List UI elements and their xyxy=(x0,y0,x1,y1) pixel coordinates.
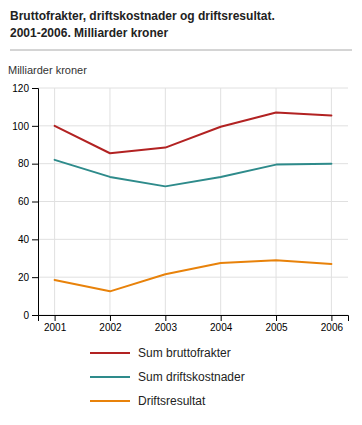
legend-label: Sum bruttofrakter xyxy=(138,346,231,360)
x-axis-tick-mark xyxy=(55,315,56,321)
grid-line-y xyxy=(38,88,348,89)
y-axis-tick-label: 20 xyxy=(18,272,30,283)
x-axis-domain xyxy=(39,316,349,322)
y-axis-tick: 20 xyxy=(18,272,38,283)
grid-line-y xyxy=(38,239,348,240)
grid xyxy=(38,88,348,315)
subtitle: 2001-2006. Milliarder kroner xyxy=(10,26,168,40)
y-axis-tick: 120 xyxy=(12,83,38,94)
y-axis-tick-mark xyxy=(32,126,38,127)
y-axis-tick-mark xyxy=(32,88,38,89)
separator xyxy=(10,50,352,51)
y-axis: 0 20 40 60 80 100 120 xyxy=(12,83,38,321)
y-axis-tick: 0 xyxy=(23,310,38,321)
x-axis-tick: 2005 xyxy=(265,315,288,333)
grid-line-x xyxy=(165,88,166,315)
x-axis-tick: 2003 xyxy=(155,315,178,333)
x-axis-tick-label: 2003 xyxy=(155,322,178,333)
grid-line-y xyxy=(38,277,348,278)
legend-swatch xyxy=(90,352,130,354)
legend-item: Sum bruttofrakter xyxy=(90,346,231,360)
y-axis-tick-label: 100 xyxy=(12,121,29,132)
x-axis-tick-label: 2004 xyxy=(210,322,233,333)
plot: 2001 2002 2003 2004 2005 2006 0 20 40 60 80 100 120 xyxy=(12,83,348,333)
y-axis-tick: 40 xyxy=(18,234,38,245)
y-axis-tick-mark xyxy=(32,202,38,203)
y-axis-tick-mark xyxy=(32,277,38,278)
lines xyxy=(55,113,332,292)
x-axis-tick-label: 2006 xyxy=(321,322,344,333)
y-axis-label: Milliarder kroner xyxy=(8,64,87,76)
y-axis-tick: 60 xyxy=(18,196,38,207)
series-line xyxy=(55,260,332,291)
grid-line-y xyxy=(38,125,348,126)
legend: Sum bruttofrakter Sum driftskostnader Drif… xyxy=(90,346,245,408)
x-axis-tick-label: 2005 xyxy=(265,322,288,333)
grid-line-x xyxy=(276,88,277,315)
x-axis-tick-mark xyxy=(221,315,222,321)
x-axis-tick-label: 2002 xyxy=(99,322,122,333)
series-line xyxy=(55,160,332,186)
y-axis-tick-mark xyxy=(32,239,38,240)
x-axis-tick: 2004 xyxy=(210,315,233,333)
legend-swatch xyxy=(90,376,130,378)
y-axis-tick-label: 0 xyxy=(23,310,29,321)
x-axis: 2001 2002 2003 2004 2005 2006 xyxy=(39,315,349,333)
y-axis-tick-mark xyxy=(32,164,38,165)
title: Bruttofrakter, driftskostnader og drifts… xyxy=(10,9,275,23)
grid-line-x xyxy=(220,88,221,315)
y-axis-tick-label: 40 xyxy=(18,234,30,245)
y-axis-tick: 100 xyxy=(12,121,38,132)
x-axis-tick-mark xyxy=(165,315,166,321)
x-axis-tick: 2002 xyxy=(99,315,122,333)
grid-line-y xyxy=(38,201,348,202)
grid-line-x xyxy=(109,88,110,315)
x-axis-tick-label: 2001 xyxy=(44,322,67,333)
y-axis-domain xyxy=(32,89,39,316)
legend-swatch xyxy=(90,400,130,402)
legend-label: Sum driftskostnader xyxy=(138,370,245,384)
x-axis-tick-mark xyxy=(110,315,111,321)
x-axis-tick-mark xyxy=(331,315,332,321)
y-axis-tick: 80 xyxy=(18,158,38,169)
x-axis-tick: 2006 xyxy=(321,315,344,333)
y-axis-tick-label: 80 xyxy=(18,158,30,169)
y-axis-tick-label: 120 xyxy=(12,83,29,94)
legend-item: Driftsresultat xyxy=(90,394,206,408)
legend-item: Sum driftskostnader xyxy=(90,370,245,384)
x-axis-tick: 2001 xyxy=(44,315,67,333)
series-line xyxy=(55,113,332,154)
y-axis-tick-label: 60 xyxy=(18,196,30,207)
grid-line-x xyxy=(331,88,332,315)
y-axis-tick-mark xyxy=(32,315,38,316)
legend-label: Driftsresultat xyxy=(138,394,206,408)
chart: Bruttofrakter, driftskostnader og drifts… xyxy=(0,0,362,425)
x-axis-tick-mark xyxy=(276,315,277,321)
